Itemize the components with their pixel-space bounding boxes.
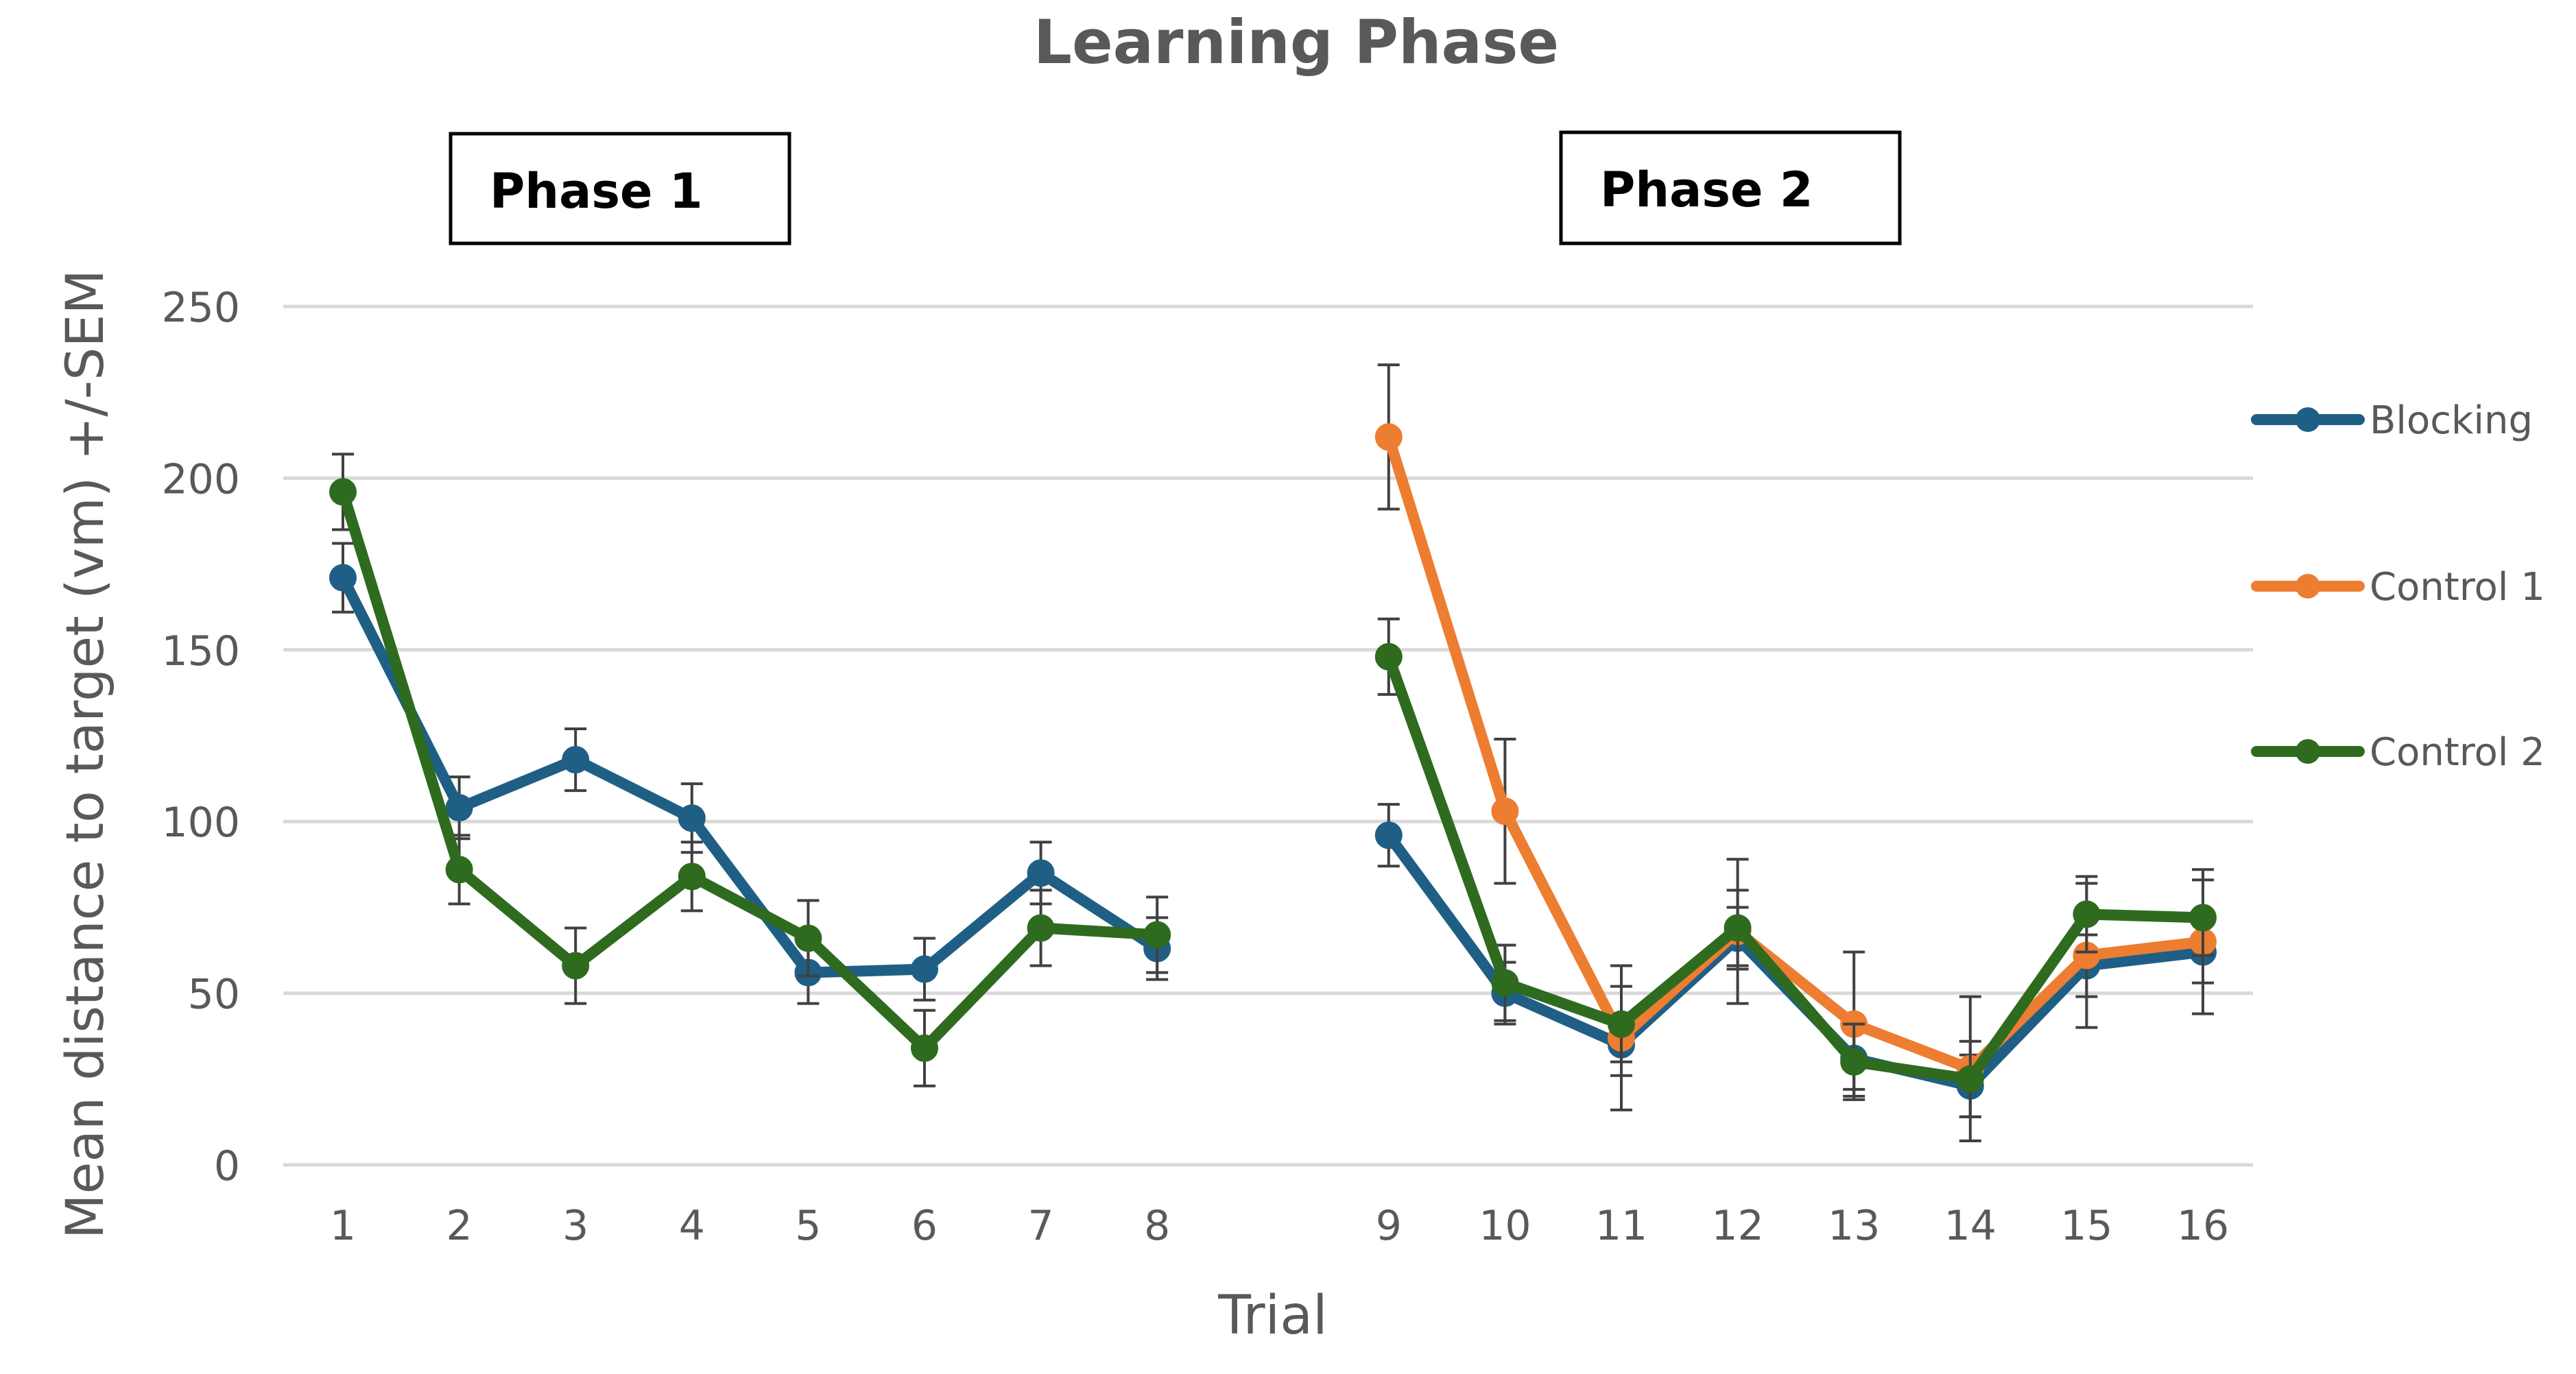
legend-marker [2295, 407, 2320, 432]
data-point [2189, 904, 2217, 932]
legend: Blocking Control 1 Control 2 [2251, 398, 2545, 775]
series-control-2 [329, 453, 2217, 1118]
phase-1-label: Phase 1 [490, 163, 703, 219]
legend-item-control-1: Control 1 [2251, 565, 2545, 610]
data-point [1027, 914, 1055, 942]
series-line [1383, 651, 2208, 1085]
data-point [1491, 797, 1519, 825]
data-point [911, 1034, 938, 1062]
x-tick-label: 8 [1144, 1202, 1170, 1250]
x-tick-label: 6 [911, 1202, 938, 1250]
data-point [1027, 859, 1055, 887]
data-point [1491, 969, 1519, 997]
x-tick-label: 11 [1595, 1202, 1647, 1250]
x-tick-label: 10 [1479, 1202, 1531, 1250]
x-tick-label: 1 [330, 1202, 356, 1250]
x-axis-ticks: 1 2 3 4 5 6 7 8 9 10 11 12 13 14 15 16 [330, 1202, 2229, 1250]
phase-2-box: Phase 2 [1559, 130, 1902, 245]
data-point [562, 952, 590, 980]
series-line [337, 572, 1163, 978]
series-blocking [329, 542, 2217, 1118]
x-tick-label: 14 [1944, 1202, 1996, 1250]
series-layer [329, 363, 2217, 1142]
x-tick-label: 5 [795, 1202, 821, 1250]
data-point [678, 863, 706, 891]
legend-label: Control 1 [2370, 565, 2545, 610]
phase-2-label: Phase 2 [1600, 162, 1813, 218]
data-point [1374, 642, 1403, 671]
data-point [1374, 821, 1403, 849]
x-tick-label: 15 [2060, 1202, 2112, 1250]
data-point [445, 856, 473, 884]
y-tick-label: 50 [188, 971, 240, 1019]
data-point [678, 804, 706, 832]
data-point [1724, 914, 1752, 942]
x-axis-label: Trial [1217, 1285, 1327, 1347]
y-tick-label: 100 [161, 799, 240, 847]
data-point [794, 924, 822, 952]
data-point [445, 794, 473, 822]
x-tick-label: 9 [1376, 1202, 1402, 1250]
gridlines [283, 304, 2253, 1167]
data-point [1608, 1010, 1635, 1038]
x-tick-label: 13 [1828, 1202, 1880, 1250]
data-point [2073, 900, 2101, 928]
x-tick-label: 12 [1711, 1202, 1763, 1250]
data-point [562, 746, 590, 774]
legend-label: Control 2 [2370, 730, 2545, 775]
legend-item-blocking: Blocking [2251, 398, 2533, 443]
legend-item-control-2: Control 2 [2251, 730, 2545, 775]
series-line [1383, 431, 2208, 1074]
data-point [911, 955, 938, 983]
chart-title: Learning Phase [1034, 7, 1559, 77]
data-point [1956, 1065, 1984, 1093]
data-point [1840, 1048, 1868, 1076]
y-tick-label: 200 [161, 455, 240, 503]
y-axis-label: Mean distance to target (vm) +/-SEM [54, 269, 115, 1239]
phase-1-box: Phase 1 [449, 132, 791, 245]
x-tick-label: 4 [679, 1202, 705, 1250]
x-tick-label: 16 [2177, 1202, 2229, 1250]
data-point [1374, 423, 1403, 451]
x-tick-label: 7 [1028, 1202, 1054, 1250]
y-tick-label: 0 [214, 1142, 240, 1190]
legend-marker [2295, 739, 2320, 764]
data-point [1143, 921, 1171, 949]
series-line [337, 486, 1163, 1054]
x-tick-label: 2 [446, 1202, 473, 1250]
legend-marker [2295, 574, 2320, 599]
y-axis-ticks: 0 50 100 150 200 250 [161, 284, 240, 1190]
data-point [329, 478, 357, 506]
y-tick-label: 250 [161, 284, 240, 332]
x-tick-label: 3 [562, 1202, 588, 1250]
y-tick-label: 150 [161, 627, 240, 675]
legend-label: Blocking [2370, 398, 2533, 443]
data-point [329, 564, 357, 592]
